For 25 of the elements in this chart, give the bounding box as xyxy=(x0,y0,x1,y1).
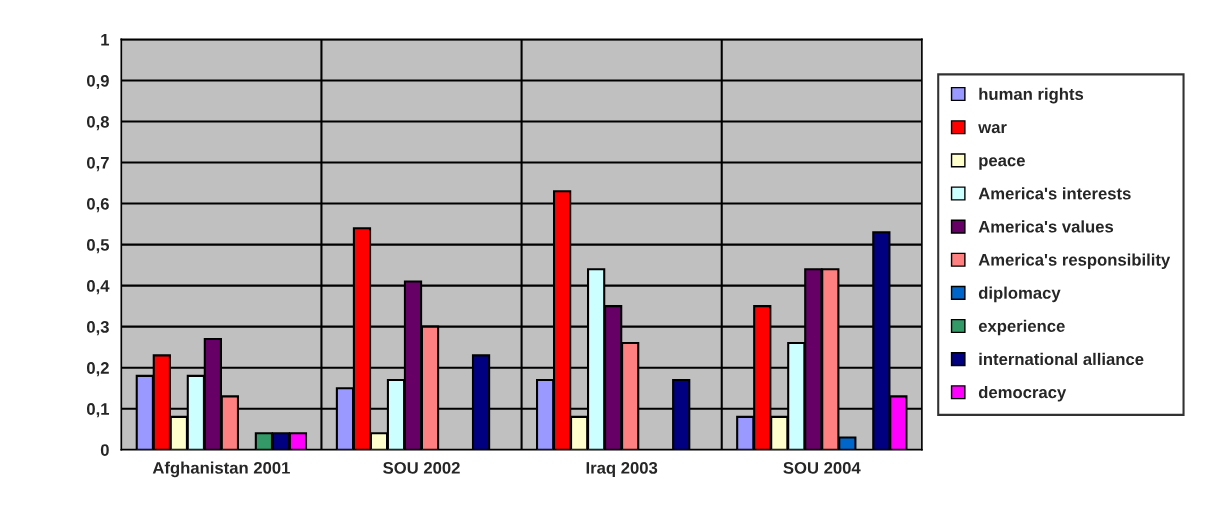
x-tick-label: SOU 2004 xyxy=(783,461,861,474)
legend-label: diplomacy xyxy=(978,286,1061,303)
y-tick-label: 0,4 xyxy=(86,280,110,295)
legend-label: America's interests xyxy=(978,187,1131,200)
legend-label: peace xyxy=(979,157,1025,170)
legend-label: America's values xyxy=(978,220,1114,233)
x-tick-label: Iraq 2003 xyxy=(586,461,658,478)
legend-label: international alliance xyxy=(979,352,1144,366)
legend-label: experience xyxy=(978,319,1065,336)
y-tick-label: 0 xyxy=(100,444,109,456)
y-tick-label: 0,1 xyxy=(86,403,110,418)
y-tick-label: 0,7 xyxy=(86,156,109,172)
x-tick-label: SOU 2002 xyxy=(383,461,460,474)
y-tick-label: 0,2 xyxy=(86,362,109,377)
legend-label: America's responsibility xyxy=(978,253,1171,269)
y-tick-label: 0,9 xyxy=(86,74,109,90)
y-tick-label: 0,3 xyxy=(86,321,109,336)
y-tick-label: 0,5 xyxy=(86,238,110,254)
legend-label: war xyxy=(978,124,1007,134)
x-tick-label: Afghanistan 2001 xyxy=(152,461,290,478)
legend-label: democracy xyxy=(978,385,1067,402)
y-tick-label: 0,6 xyxy=(86,197,109,213)
y-tick-label: 1 xyxy=(101,34,110,46)
y-tick-label: 0,8 xyxy=(86,115,109,131)
legend-label: human rights xyxy=(979,87,1084,104)
